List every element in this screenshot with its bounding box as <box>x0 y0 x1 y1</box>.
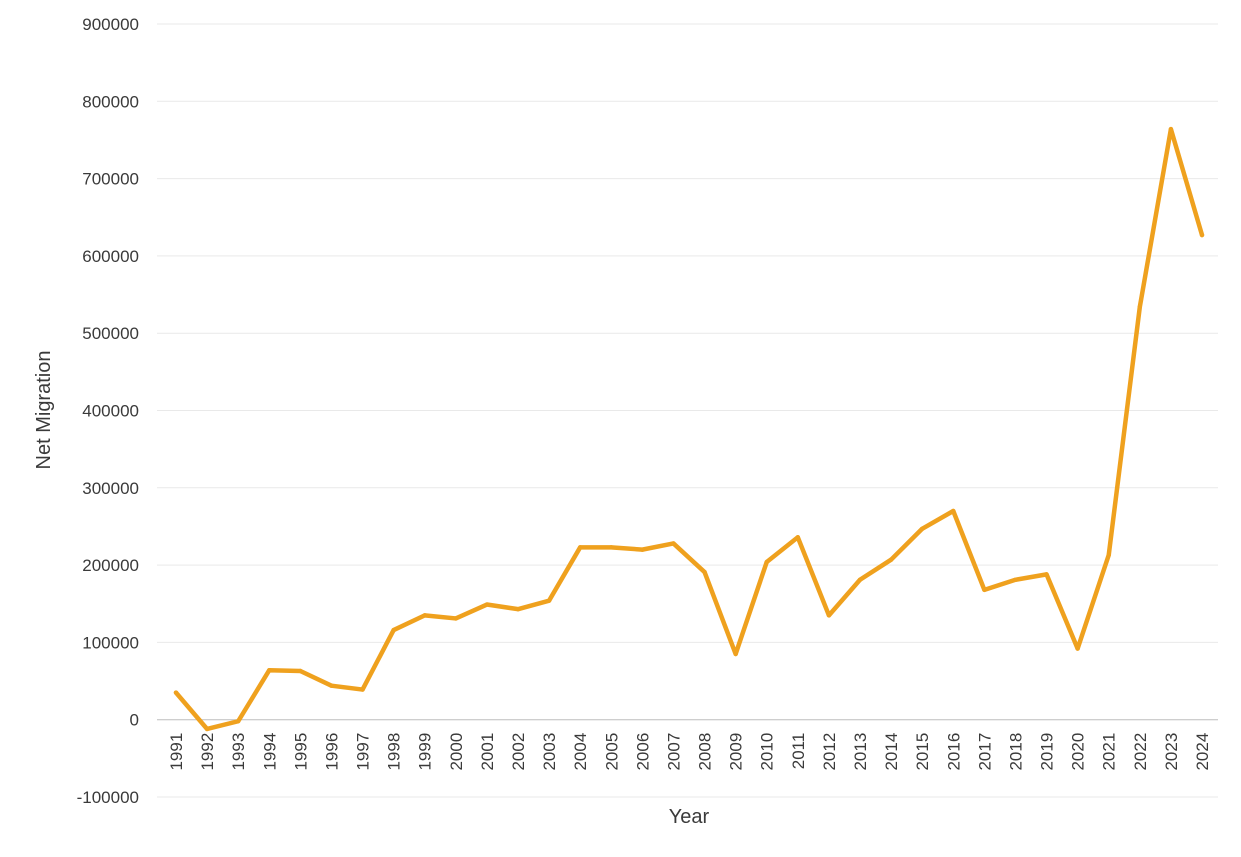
x-tick-label: 2021 <box>1100 733 1119 771</box>
x-tick-label: 1993 <box>229 733 248 771</box>
data-point <box>640 547 645 552</box>
data-point <box>422 613 427 618</box>
y-axis-title: Net Migration <box>33 351 55 470</box>
x-tick-label: 2003 <box>540 733 559 771</box>
x-tick-label: 2012 <box>820 733 839 771</box>
y-tick-label: 500000 <box>82 324 139 343</box>
x-tick-label: 2007 <box>664 733 683 771</box>
data-point <box>484 602 490 607</box>
x-tick-label: 1992 <box>198 733 217 771</box>
data-point <box>919 526 925 531</box>
gridlines <box>157 23 1218 798</box>
data-point <box>1106 552 1111 558</box>
data-point <box>982 587 987 593</box>
x-tick-label: 2000 <box>447 733 466 771</box>
x-tick-label: 2011 <box>789 733 808 770</box>
data-point <box>764 559 769 565</box>
x-tick-label: 2008 <box>696 733 715 771</box>
data-point <box>515 606 521 612</box>
data-point <box>1168 126 1174 132</box>
data-point <box>391 627 396 633</box>
y-tick-label: 400000 <box>82 402 139 421</box>
y-axis-ticks: -100000 0 100000 200000 300000 400000 500000 60… <box>77 15 139 807</box>
data-point <box>733 651 738 657</box>
x-tick-label: 2005 <box>602 733 621 771</box>
x-axis-ticks: 1991 1992 1993 1994 1995 1996 1997 1998 1999 2000… <box>167 733 1212 771</box>
data-point <box>329 683 334 688</box>
x-tick-label: 2014 <box>882 733 901 771</box>
data-point <box>1013 577 1018 582</box>
data-point <box>1137 304 1143 310</box>
x-tick-label: 2016 <box>944 733 963 771</box>
x-tick-label: 2004 <box>571 733 590 771</box>
data-point <box>888 557 894 562</box>
x-tick-label: 1997 <box>354 733 373 771</box>
data-point <box>609 545 614 550</box>
data-point <box>235 719 241 724</box>
x-tick-label: 1991 <box>167 733 186 771</box>
y-tick-label: 100000 <box>82 633 139 652</box>
x-tick-label: 2024 <box>1193 733 1212 771</box>
data-point <box>1199 232 1205 238</box>
y-tick-label: 0 <box>130 711 139 730</box>
y-tick-label: 200000 <box>82 556 139 575</box>
x-tick-label: 2019 <box>1038 733 1057 771</box>
x-tick-label: 2006 <box>633 733 652 771</box>
x-tick-label: 1999 <box>416 733 435 771</box>
data-point <box>267 668 272 673</box>
data-point <box>826 613 832 618</box>
x-tick-label: 1996 <box>322 733 341 771</box>
x-tick-label: 2018 <box>1006 733 1025 771</box>
series-line <box>173 126 1205 732</box>
data-point <box>795 535 801 540</box>
x-axis-title: Year <box>669 806 710 828</box>
x-tick-label: 2017 <box>975 733 994 771</box>
y-tick-label: -100000 <box>77 788 139 807</box>
x-tick-label: 1998 <box>385 733 404 771</box>
x-tick-label: 1994 <box>260 733 279 771</box>
data-point <box>546 598 552 603</box>
x-tick-label: 2002 <box>509 733 528 771</box>
y-tick-label: 700000 <box>82 170 139 189</box>
x-tick-label: 2023 <box>1162 733 1181 771</box>
x-tick-label: 2001 <box>478 733 497 771</box>
x-tick-label: 2015 <box>913 733 932 771</box>
y-tick-label: 800000 <box>82 92 139 111</box>
series-layer <box>173 126 1205 732</box>
data-point <box>173 690 179 695</box>
data-point <box>951 508 956 514</box>
data-point <box>453 616 459 621</box>
y-tick-label: 300000 <box>82 479 139 498</box>
data-point <box>702 569 707 575</box>
y-tick-label: 900000 <box>82 15 139 34</box>
data-point <box>577 545 583 550</box>
x-tick-label: 2010 <box>758 733 777 771</box>
data-point <box>204 726 210 732</box>
y-tick-label: 600000 <box>82 247 139 266</box>
data-point <box>298 668 303 674</box>
data-point <box>671 541 676 546</box>
x-tick-label: 2020 <box>1069 733 1088 771</box>
x-tick-label: 1995 <box>291 733 310 771</box>
data-point <box>360 687 365 692</box>
data-point <box>1044 572 1049 577</box>
data-point <box>857 577 863 582</box>
x-tick-label: 2022 <box>1131 733 1150 771</box>
x-tick-label: 2009 <box>727 733 746 771</box>
x-tick-label: 2013 <box>851 733 870 771</box>
data-point <box>1075 646 1080 651</box>
